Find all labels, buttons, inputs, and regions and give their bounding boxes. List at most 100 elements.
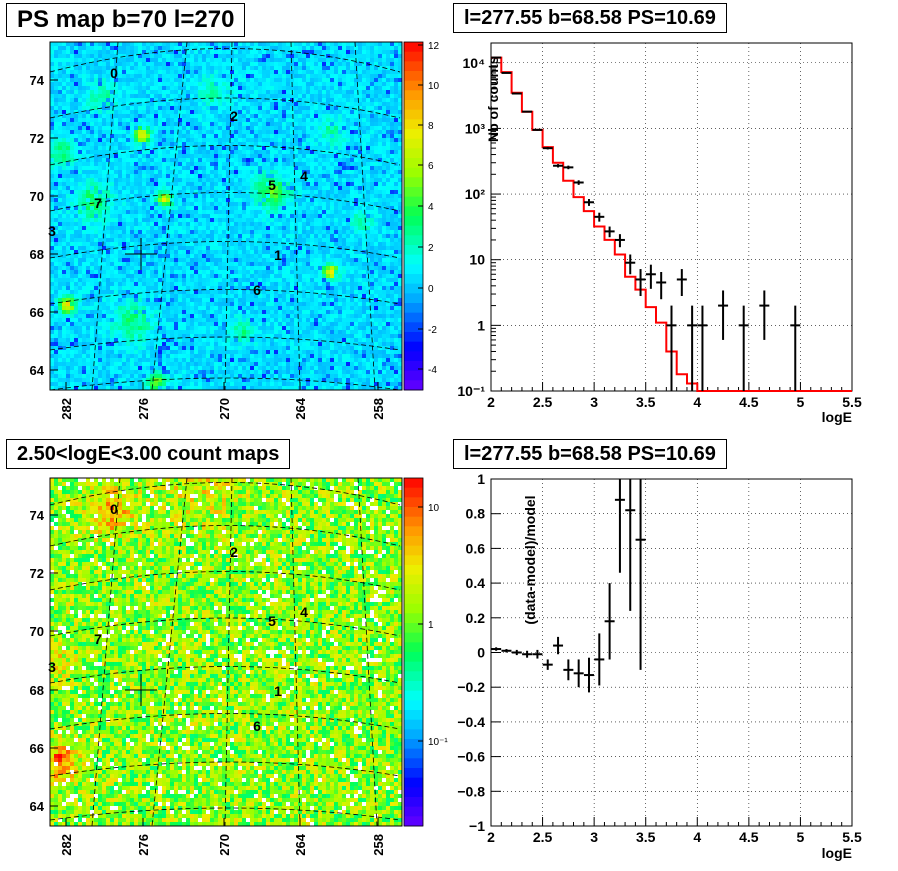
colorbar-segment <box>404 487 423 498</box>
source-label-2: 2 <box>230 544 238 560</box>
x-tick-label: 4.5 <box>739 829 759 845</box>
colorbar-segment <box>404 652 423 663</box>
y-tick-label: 64 <box>30 363 45 378</box>
data-point <box>553 636 564 655</box>
x-tick-label: 3.5 <box>636 829 656 845</box>
colorbar-segment <box>404 729 423 740</box>
x-tick-label: 3 <box>590 394 598 410</box>
y-tick-label: 1 <box>477 317 485 333</box>
map-frame <box>49 477 403 827</box>
ps-map-title: PS map b=70 l=270 <box>6 3 246 37</box>
colorbar-tick-label: 2 <box>428 243 434 254</box>
x-axis-label: logE <box>822 409 852 425</box>
colorbar-segment <box>404 661 423 672</box>
colorbar-segment <box>404 710 423 721</box>
colorbar-tick-label: 10⁻¹ <box>428 737 448 748</box>
colorbar-segment <box>404 526 423 537</box>
y-tick-label: 0.8 <box>466 506 486 522</box>
data-point <box>635 479 646 670</box>
y-tick-label: 0 <box>477 645 485 661</box>
x-tick-label: 270 <box>217 398 232 420</box>
colorbar-segment <box>404 312 423 323</box>
colorbar-tick-label: 10 <box>428 503 440 514</box>
data-point <box>738 305 749 391</box>
colorbar-tick-label: 10 <box>428 81 440 92</box>
colorbar-segment <box>404 671 423 682</box>
colorbar-segment <box>404 235 423 246</box>
colorbar-segment <box>404 177 423 188</box>
latitude-line <box>49 525 401 547</box>
residual-panel: 2 2.5 3 3.5 4 4.5 5 5.5 −1 −0.8 −0.6 −0.4 −0.2 0 0.2 0.… <box>457 471 862 861</box>
latitude-line <box>49 482 401 506</box>
source-label-7: 7 <box>94 195 102 211</box>
data-point <box>511 92 522 95</box>
meridian-line <box>91 477 121 827</box>
colorbar-segment <box>404 206 423 217</box>
colorbar-segment <box>404 536 423 547</box>
data-point <box>594 633 605 686</box>
y-tick-label: 70 <box>30 189 44 204</box>
y-tick-label: −0.8 <box>457 783 485 799</box>
meridian-line <box>290 41 301 391</box>
map-pixels <box>50 478 403 827</box>
colorbar-frame <box>403 41 424 391</box>
x-tick-label: 276 <box>136 834 151 856</box>
latitude-line <box>49 192 401 212</box>
colorbar-segment <box>404 264 423 275</box>
y-tick-label: 10³ <box>465 120 486 136</box>
y-tick-label: −0.4 <box>457 714 485 730</box>
y-tick-label: 64 <box>30 799 45 814</box>
colorbar-segment <box>404 787 423 798</box>
graticule <box>49 41 401 391</box>
data-point <box>594 212 605 222</box>
colorbar-segment <box>404 719 423 730</box>
data-point <box>604 583 615 660</box>
x-tick-label: 2 <box>487 394 495 410</box>
x-tick-label: 3 <box>590 829 598 845</box>
x-tick-label: 5 <box>797 394 805 410</box>
data-point <box>687 305 698 391</box>
x-tick-label: 276 <box>136 398 151 420</box>
colorbar-segment <box>404 351 423 362</box>
latitude-line <box>49 807 401 821</box>
residual-title: l=277.55 b=68.58 PS=10.69 <box>453 439 727 469</box>
latitude-line <box>49 289 401 305</box>
data-point <box>645 264 656 289</box>
x-tick-label: 2.5 <box>533 829 553 845</box>
colorbar-segment <box>404 138 423 149</box>
source-label-1: 1 <box>274 683 282 699</box>
colorbar-segment <box>404 777 423 788</box>
spectrum-panel: 2 2.5 3 3.5 4 4.5 5 5.5 10⁻¹ 1 10 10² 10³ 10⁴ logE Nb o… <box>457 42 862 425</box>
data-point <box>697 305 708 391</box>
data-point <box>625 254 636 275</box>
map-pixels <box>50 42 403 391</box>
meridian-line <box>224 41 233 391</box>
x-tick-label: 264 <box>293 397 308 419</box>
data-point <box>522 110 533 113</box>
data-point <box>573 659 584 688</box>
colorbar-segment <box>404 507 423 518</box>
y-tick-label: 70 <box>30 624 44 639</box>
colorbar-segment <box>404 361 423 372</box>
meridian-line <box>91 41 119 391</box>
data-point <box>583 199 594 206</box>
data-point <box>501 649 512 653</box>
colorbar-segment <box>404 148 423 159</box>
colorbar-tick-label: 1 <box>428 620 434 631</box>
source-label-4: 4 <box>300 604 308 620</box>
colorbar-segment <box>404 478 423 489</box>
map-frame <box>49 41 403 391</box>
y-tick-label: 74 <box>30 508 45 523</box>
colorbar-segment <box>404 216 423 227</box>
data-point <box>625 479 636 611</box>
colorbar-segment <box>404 594 423 605</box>
y-tick-label: 10⁴ <box>463 55 486 71</box>
colorbar-segment <box>404 497 423 508</box>
x-tick-label: 3.5 <box>636 394 656 410</box>
data-point <box>656 271 667 300</box>
data-point <box>532 649 543 659</box>
colorbar-segment <box>404 545 423 556</box>
source-label-0: 0 <box>110 501 118 517</box>
